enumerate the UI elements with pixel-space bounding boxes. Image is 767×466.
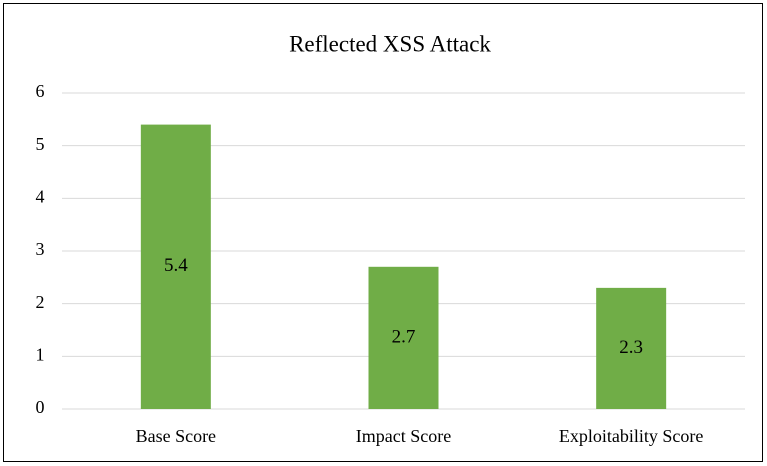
data-label: 5.4 [164,255,188,276]
y-tick-label: 6 [36,81,45,101]
y-tick-label: 5 [36,134,45,154]
y-tick-label: 3 [36,239,45,259]
x-tick-label: Impact Score [356,426,451,446]
y-tick-label: 2 [36,292,45,312]
data-label: 2.7 [392,326,416,347]
x-tick-label: Exploitability Score [559,426,703,446]
y-tick-label: 0 [36,397,45,417]
x-tick-label: Base Score [136,426,216,446]
bar [368,266,439,409]
y-tick-label: 1 [36,344,45,364]
chart-title: Reflected XSS Attack [289,31,491,56]
bar [596,287,667,409]
y-tick-label: 4 [36,186,45,206]
data-label: 2.3 [619,337,643,358]
bar [140,124,211,409]
